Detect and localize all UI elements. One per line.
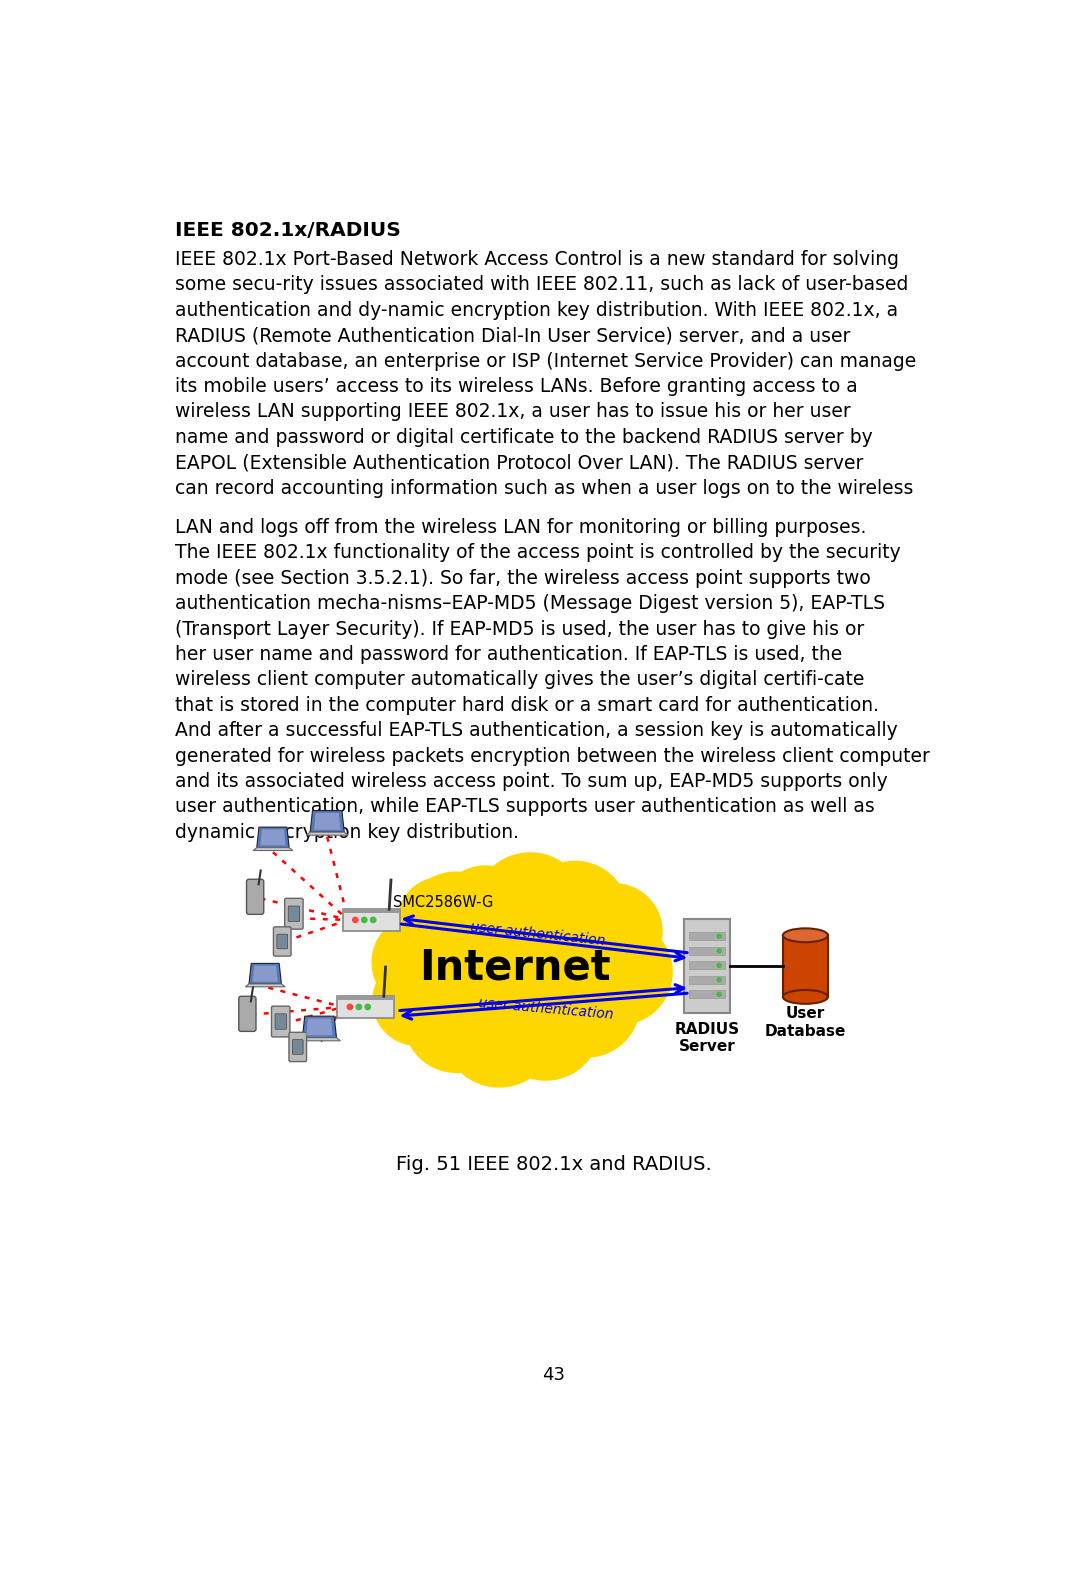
- Text: name and password or digital certificate to the backend RADIUS server by: name and password or digital certificate…: [175, 429, 873, 447]
- Text: and its associated wireless access point. To sum up, EAP-MD5 supports only: and its associated wireless access point…: [175, 772, 888, 791]
- Text: user authentication, while EAP-TLS supports user authentication as well as: user authentication, while EAP-TLS suppo…: [175, 798, 875, 816]
- Circle shape: [717, 964, 721, 967]
- Circle shape: [566, 884, 662, 980]
- FancyBboxPatch shape: [684, 918, 730, 1013]
- FancyBboxPatch shape: [276, 934, 287, 948]
- Circle shape: [444, 977, 555, 1086]
- Text: IEEE 802.1x/RADIUS: IEEE 802.1x/RADIUS: [175, 221, 401, 240]
- Text: 43: 43: [542, 1366, 565, 1385]
- Text: that is stored in the computer hard disk or a smart card for authentication.: that is stored in the computer hard disk…: [175, 696, 879, 714]
- Polygon shape: [342, 909, 400, 912]
- Text: wireless client computer automatically gives the user’s digital certifi-cate: wireless client computer automatically g…: [175, 670, 865, 689]
- Text: RADIUS (Remote Authentication Dial-In User Service) server, and a user: RADIUS (Remote Authentication Dial-In Us…: [175, 327, 851, 345]
- Text: EAPOL (Extensible Authentication Protocol Over LAN). The RADIUS server: EAPOL (Extensible Authentication Protoco…: [175, 454, 864, 473]
- Text: its mobile users’ access to its wireless LANs. Before granting access to a: its mobile users’ access to its wireless…: [175, 377, 858, 396]
- Text: dynamic encryption key distribution.: dynamic encryption key distribution.: [175, 823, 519, 842]
- FancyBboxPatch shape: [289, 1033, 307, 1061]
- Polygon shape: [257, 827, 289, 848]
- Text: account database, an enterprise or ISP (Internet Service Provider) can manage: account database, an enterprise or ISP (…: [175, 352, 917, 371]
- Polygon shape: [253, 966, 278, 981]
- FancyBboxPatch shape: [285, 898, 303, 929]
- FancyBboxPatch shape: [689, 991, 725, 999]
- Circle shape: [491, 972, 600, 1080]
- Ellipse shape: [783, 928, 828, 942]
- Text: some secu-rity issues associated with IEEE 802.11, such as lack of user-based: some secu-rity issues associated with IE…: [175, 275, 908, 295]
- Text: IEEE 802.1x Port-Based Network Access Control is a new standard for solving: IEEE 802.1x Port-Based Network Access Co…: [175, 250, 900, 268]
- Text: SMC2586W-G: SMC2586W-G: [393, 895, 494, 911]
- FancyBboxPatch shape: [689, 947, 725, 955]
- Circle shape: [424, 873, 586, 1035]
- Circle shape: [567, 920, 672, 1025]
- Circle shape: [717, 934, 721, 939]
- Circle shape: [438, 867, 531, 958]
- Text: And after a successful EAP-TLS authentication, a session key is automatically: And after a successful EAP-TLS authentic…: [175, 721, 899, 739]
- Polygon shape: [249, 964, 282, 984]
- Polygon shape: [783, 936, 828, 997]
- Polygon shape: [298, 1038, 340, 1041]
- Polygon shape: [337, 997, 394, 1000]
- FancyBboxPatch shape: [293, 1039, 303, 1055]
- Polygon shape: [307, 1019, 333, 1035]
- FancyBboxPatch shape: [271, 1006, 289, 1036]
- Polygon shape: [245, 984, 285, 988]
- Text: generated for wireless packets encryption between the wireless client computer: generated for wireless packets encryptio…: [175, 747, 930, 766]
- Text: authentication and dy-namic encryption key distribution. With IEEE 802.1x, a: authentication and dy-namic encryption k…: [175, 301, 899, 320]
- Text: user authentication: user authentication: [477, 995, 613, 1022]
- Circle shape: [373, 914, 469, 1010]
- Polygon shape: [314, 813, 340, 831]
- Ellipse shape: [783, 991, 828, 1003]
- Text: her user name and password for authentication. If EAP-TLS is used, the: her user name and password for authentic…: [175, 645, 842, 664]
- Circle shape: [474, 853, 586, 964]
- Circle shape: [535, 953, 639, 1057]
- Circle shape: [365, 1005, 370, 1010]
- Text: RADIUS
Server: RADIUS Server: [674, 1022, 740, 1053]
- Text: mode (see Section 3.5.2.1). So far, the wireless access point supports two: mode (see Section 3.5.2.1). So far, the …: [175, 568, 872, 587]
- FancyBboxPatch shape: [689, 961, 725, 969]
- Circle shape: [399, 878, 484, 962]
- Text: authentication mecha-nisms–EAP-MD5 (Message Digest version 5), EAP-TLS: authentication mecha-nisms–EAP-MD5 (Mess…: [175, 593, 886, 614]
- Circle shape: [356, 1005, 362, 1010]
- Polygon shape: [302, 1016, 337, 1038]
- FancyBboxPatch shape: [342, 909, 400, 931]
- Circle shape: [717, 978, 721, 981]
- Circle shape: [348, 1005, 352, 1010]
- Circle shape: [523, 862, 627, 966]
- Polygon shape: [260, 829, 285, 845]
- Circle shape: [717, 992, 721, 997]
- FancyBboxPatch shape: [288, 906, 299, 922]
- Text: wireless LAN supporting IEEE 802.1x, a user has to issue his or her user: wireless LAN supporting IEEE 802.1x, a u…: [175, 402, 851, 421]
- Text: (Transport Layer Security). If EAP-MD5 is used, the user has to give his or: (Transport Layer Security). If EAP-MD5 i…: [175, 620, 865, 639]
- Circle shape: [362, 917, 367, 923]
- Circle shape: [370, 917, 376, 923]
- Polygon shape: [310, 810, 345, 832]
- FancyBboxPatch shape: [689, 933, 725, 940]
- FancyBboxPatch shape: [337, 997, 394, 1017]
- FancyBboxPatch shape: [689, 977, 725, 984]
- Text: user authentication: user authentication: [470, 920, 606, 948]
- Polygon shape: [307, 832, 348, 835]
- Text: User
Database: User Database: [765, 1006, 846, 1038]
- FancyBboxPatch shape: [246, 879, 264, 914]
- Polygon shape: [253, 848, 293, 851]
- Text: Internet: Internet: [419, 947, 610, 989]
- Circle shape: [717, 948, 721, 953]
- Text: can record accounting information such as when a user logs on to the wireless: can record accounting information such a…: [175, 479, 914, 498]
- Circle shape: [404, 967, 510, 1072]
- FancyBboxPatch shape: [239, 997, 256, 1031]
- Polygon shape: [410, 903, 633, 1041]
- Text: Fig. 51 IEEE 802.1x and RADIUS.: Fig. 51 IEEE 802.1x and RADIUS.: [395, 1156, 712, 1174]
- FancyBboxPatch shape: [275, 1014, 286, 1030]
- Circle shape: [401, 873, 512, 983]
- FancyBboxPatch shape: [273, 926, 291, 956]
- Text: The IEEE 802.1x functionality of the access point is controlled by the security: The IEEE 802.1x functionality of the acc…: [175, 543, 901, 562]
- Circle shape: [353, 917, 357, 923]
- Circle shape: [373, 956, 463, 1046]
- Text: LAN and logs off from the wireless LAN for monitoring or billing purposes.: LAN and logs off from the wireless LAN f…: [175, 518, 866, 537]
